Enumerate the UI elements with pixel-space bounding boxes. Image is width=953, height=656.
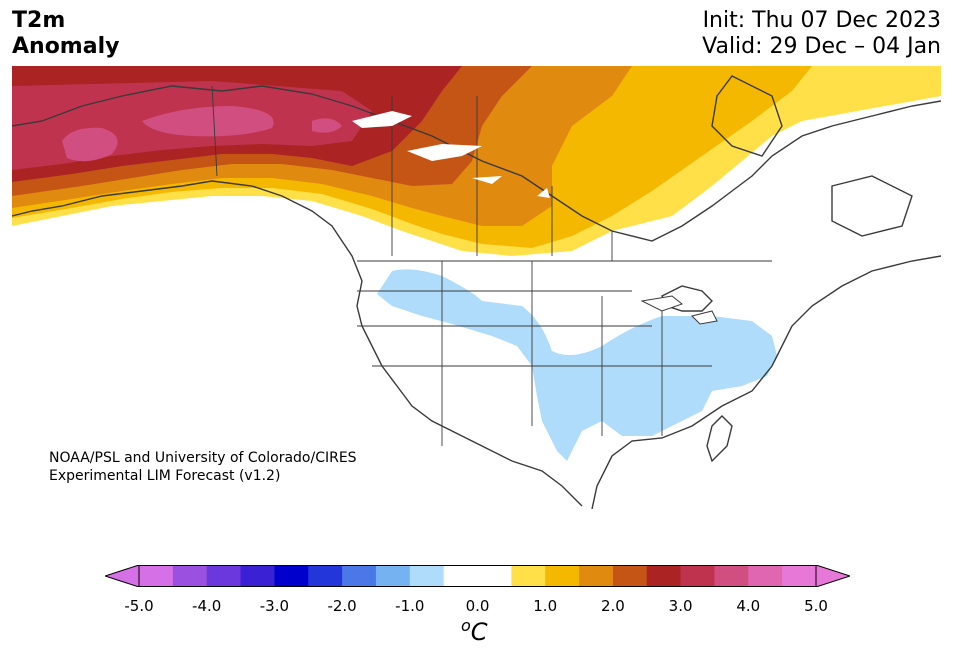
unit-superscript: o (461, 616, 471, 635)
colorbar-segment (748, 565, 783, 587)
colorbar-segment (612, 565, 648, 587)
great-lakes (640, 295, 718, 325)
anomaly-region-cool-1 (377, 269, 777, 461)
colorbar-tick-label: 5.0 (804, 597, 828, 615)
colorbar-segment (477, 565, 512, 587)
colorbar-segment (511, 565, 546, 587)
colorbar-tick-label: -2.0 (327, 597, 357, 615)
colorbar-ticks: -5.0 -4.0 -3.0 -2.0 -1.0 0.0 1.0 2.0 3.0 4.0 5.0 (0, 597, 953, 617)
colorbar-segment (375, 565, 411, 587)
northern-lakes (352, 111, 550, 198)
valid-date: Valid: 29 Dec – 04 Jan (702, 34, 941, 59)
colorbar-segment (308, 565, 343, 587)
colorbar-under-arrow (103, 564, 140, 588)
colorbar-segment (579, 565, 614, 587)
colorbar-tick-label: 2.0 (600, 597, 625, 615)
colorbar-unit: oC (461, 616, 488, 646)
unit-label: C (470, 618, 488, 646)
colorbar-tick-label: -1.0 (395, 597, 425, 615)
colorbar-segment (342, 565, 377, 587)
colorbar (103, 564, 852, 588)
colorbar-segment (443, 565, 478, 587)
colorbar-segment (240, 565, 275, 587)
colorbar-svg (103, 564, 852, 588)
colorbar-segment (206, 565, 242, 587)
colorbar-segment (646, 565, 682, 587)
colorbar-tick-label: 1.0 (533, 597, 558, 615)
colorbar-tick-label: -3.0 (259, 597, 290, 615)
colorbar-over-arrow (815, 564, 852, 588)
colorbar-segment (172, 565, 208, 587)
colorbar-segment (409, 565, 445, 587)
anomaly-region-warm-7 (62, 106, 342, 162)
credit-line-2: Experimental LIM Forecast (v1.2) (49, 468, 281, 484)
credit-line-1: NOAA/PSL and University of Colorado/CIRE… (49, 450, 357, 466)
title-line-1: T2m (12, 8, 66, 33)
colorbar-segment (680, 565, 715, 587)
init-date: Init: Thu 07 Dec 2023 (702, 8, 941, 33)
political-borders (211, 85, 772, 446)
title-line-2: Anomaly (12, 34, 120, 59)
colorbar-segment (545, 565, 580, 587)
colorbar-segment (139, 565, 174, 587)
map-title: T2m Anomaly (12, 8, 119, 60)
colorbar-tick-label: 4.0 (736, 597, 761, 615)
colorbar-tick-label: 3.0 (668, 597, 693, 615)
map-credit: NOAA/PSL and University of Colorado/CIRE… (49, 449, 357, 485)
map-canvas (12, 66, 941, 509)
colorbar-tick-label: -4.0 (192, 597, 222, 615)
colorbar-tick-label: -5.0 (124, 597, 154, 615)
forecast-dates: Init: Thu 07 Dec 2023 Valid: 29 Dec – 04… (702, 8, 941, 60)
colorbar-tick-label: 0.0 (465, 597, 490, 615)
colorbar-segment (782, 565, 817, 587)
colorbar-segment (714, 565, 749, 587)
colorbar-segment (274, 565, 309, 587)
anomaly-map (12, 66, 941, 509)
